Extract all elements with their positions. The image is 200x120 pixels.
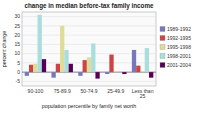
bar (145, 48, 149, 72)
y-tick-label: 15 (14, 41, 20, 47)
bar (38, 15, 42, 72)
y-tick-label: 10 (14, 50, 20, 56)
bar (95, 72, 99, 78)
legend-swatch (160, 36, 165, 41)
bar (51, 72, 55, 78)
legend-label: 1995-1998 (167, 44, 191, 50)
legend-swatch (160, 27, 165, 32)
x-axis-label: population percentile by family net wort… (42, 103, 137, 109)
bar (136, 66, 140, 72)
bar (118, 71, 122, 73)
bar (78, 72, 82, 76)
bar (64, 50, 68, 72)
legend-label: 2001-2004 (167, 62, 191, 68)
bar (140, 71, 144, 73)
grid-line (22, 16, 156, 17)
bar (69, 64, 73, 72)
legend-swatch (160, 63, 165, 68)
legend: 1989-1992 1992-1995 1995-1998 1998-2001 2001… (160, 26, 191, 68)
bar (109, 55, 113, 73)
legend-swatch (160, 45, 165, 50)
y-tick-label: -5 (16, 78, 21, 84)
bar (25, 72, 29, 76)
x-tick-label: 25-49.9 (107, 88, 124, 94)
bar (29, 65, 33, 72)
grid-line (22, 81, 156, 82)
bar (87, 57, 91, 72)
legend-label: 1989-1992 (167, 26, 191, 32)
bar (60, 26, 64, 72)
y-tick-label: 30 (14, 13, 20, 19)
legend-label: 1992-1995 (167, 35, 191, 41)
bar (105, 72, 109, 74)
bar (33, 64, 37, 72)
x-tick-label: 90-100 (28, 88, 44, 94)
bar (122, 72, 126, 74)
grid-line (22, 44, 156, 45)
y-tick-label: 5 (17, 60, 20, 66)
grid-line (22, 35, 156, 36)
bar (91, 43, 95, 72)
x-tick-label: 50-74.9 (81, 88, 98, 94)
y-tick-label: 0 (17, 69, 20, 75)
bar (149, 72, 153, 78)
title: change in median before-tax family incom… (24, 2, 154, 10)
bar (114, 71, 118, 73)
x-tick-label: Less than25 (132, 88, 154, 100)
plot-frame (22, 12, 156, 86)
legend-label: 1998-2001 (167, 53, 191, 59)
chart: -5 0 5 10 15 20 25 30 90-100 75-89.9 50-74.9 25-49.… (0, 0, 200, 120)
y-tick-label: 25 (14, 23, 20, 29)
grid-line (22, 25, 156, 26)
bar (42, 59, 46, 72)
bars (25, 15, 154, 79)
x-tick-label: 75-89.9 (54, 88, 71, 94)
y-tick-label: 20 (14, 32, 20, 38)
bar (56, 64, 60, 72)
y-axis-label: percent change (1, 31, 7, 68)
bar (132, 50, 136, 72)
legend-swatch (160, 54, 165, 59)
bar (83, 60, 87, 72)
